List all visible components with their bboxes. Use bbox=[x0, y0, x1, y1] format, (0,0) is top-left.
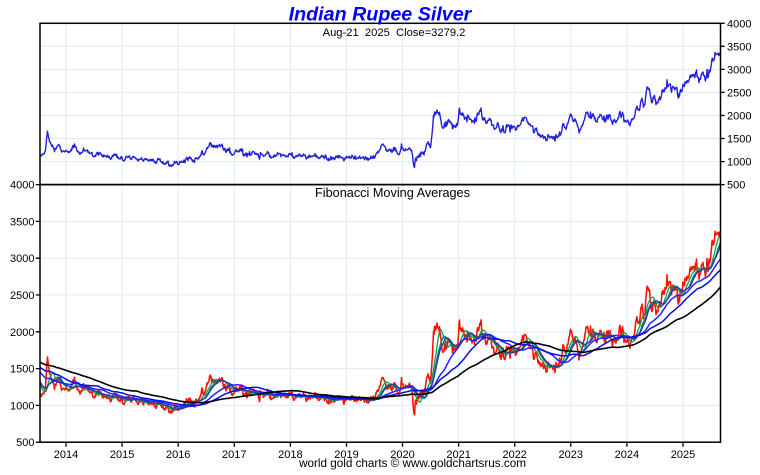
svg-text:Indian Rupee Silver: Indian Rupee Silver bbox=[289, 4, 473, 26]
svg-text:1000: 1000 bbox=[727, 157, 751, 169]
svg-text:2500: 2500 bbox=[10, 290, 34, 302]
svg-text:2016: 2016 bbox=[166, 449, 190, 461]
svg-text:2000: 2000 bbox=[10, 327, 34, 339]
svg-text:3000: 3000 bbox=[727, 64, 751, 76]
svg-text:2019: 2019 bbox=[334, 449, 358, 461]
svg-text:4000: 4000 bbox=[10, 180, 34, 192]
svg-text:1500: 1500 bbox=[727, 134, 751, 146]
svg-text:3500: 3500 bbox=[727, 41, 751, 53]
svg-text:world gold charts © www.goldch: world gold charts © www.goldchartsrus.co… bbox=[298, 457, 526, 470]
svg-text:2017: 2017 bbox=[222, 449, 246, 461]
svg-text:2014: 2014 bbox=[54, 449, 78, 461]
svg-text:2023: 2023 bbox=[559, 449, 583, 461]
svg-text:2021: 2021 bbox=[446, 449, 470, 461]
svg-text:1500: 1500 bbox=[10, 364, 34, 376]
svg-text:2025: 2025 bbox=[671, 449, 695, 461]
svg-text:4000: 4000 bbox=[727, 18, 751, 30]
svg-text:Fibonacci Moving Averages: Fibonacci Moving Averages bbox=[315, 186, 470, 200]
svg-text:2020: 2020 bbox=[390, 449, 414, 461]
svg-text:1000: 1000 bbox=[10, 400, 34, 412]
svg-text:2000: 2000 bbox=[727, 111, 751, 123]
svg-text:500: 500 bbox=[16, 437, 34, 449]
svg-text:2015: 2015 bbox=[110, 449, 134, 461]
svg-text:2022: 2022 bbox=[502, 449, 526, 461]
svg-text:Aug-21 2025 Close=3279.2: Aug-21 2025 Close=3279.2 bbox=[323, 27, 466, 39]
svg-text:3500: 3500 bbox=[10, 216, 34, 228]
svg-text:2500: 2500 bbox=[727, 87, 751, 99]
svg-text:2018: 2018 bbox=[278, 449, 302, 461]
svg-text:3000: 3000 bbox=[10, 253, 34, 265]
svg-text:500: 500 bbox=[727, 180, 745, 192]
svg-text:2024: 2024 bbox=[615, 449, 639, 461]
